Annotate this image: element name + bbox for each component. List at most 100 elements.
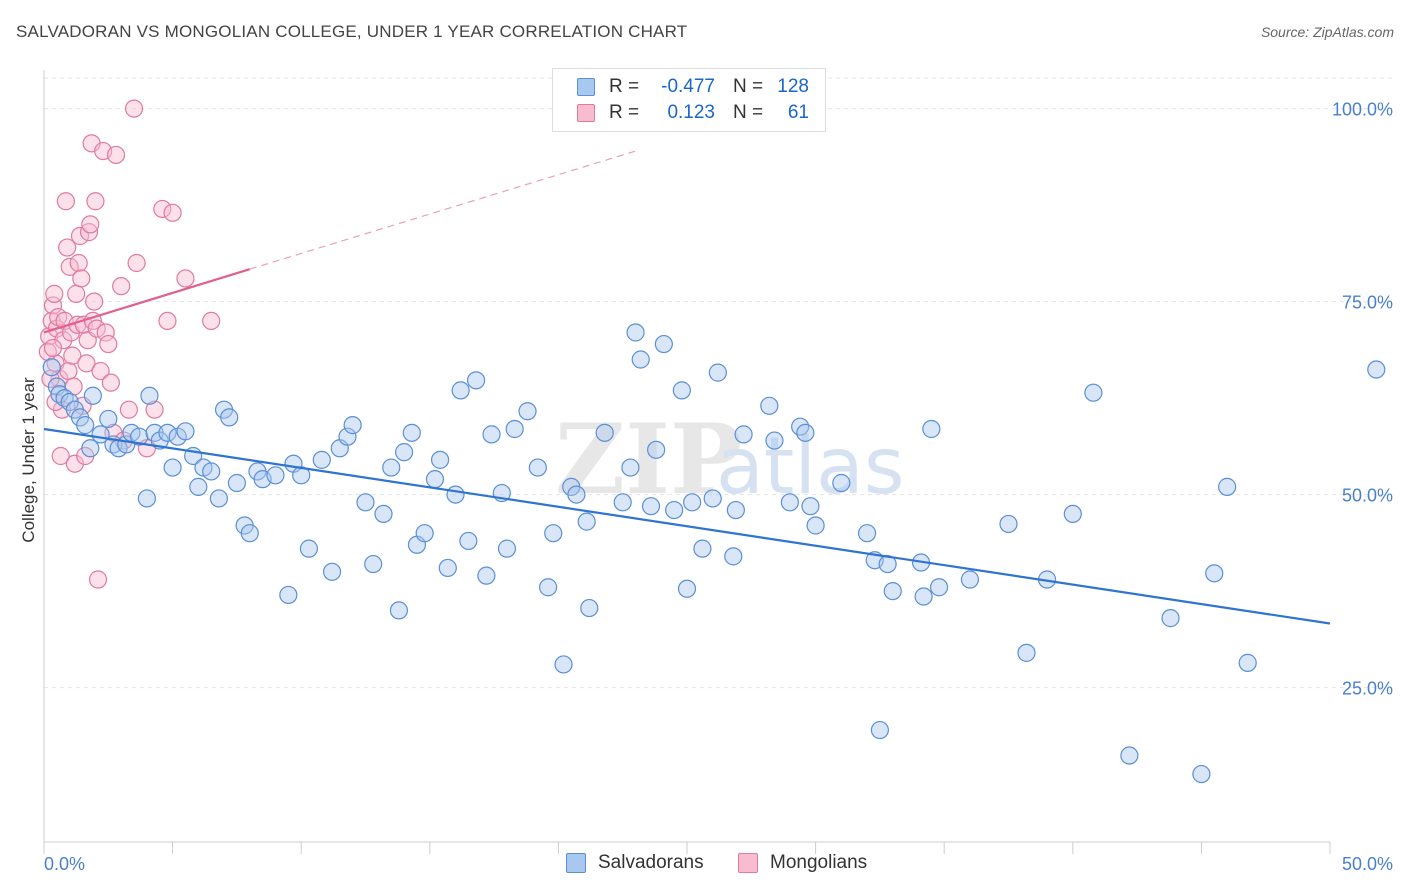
data-point-mongolians bbox=[96, 323, 115, 342]
data-point-salvadorans bbox=[554, 655, 573, 674]
data-point-salvadorans bbox=[929, 578, 949, 597]
source-credit: Source: ZipAtlas.com bbox=[1260, 24, 1394, 40]
data-point-salvadorans bbox=[158, 423, 177, 442]
data-point-salvadorans bbox=[1367, 360, 1386, 379]
data-point-mongolians bbox=[87, 319, 106, 338]
data-point-mongolians bbox=[72, 269, 91, 288]
grid-lines bbox=[44, 77, 1392, 689]
data-point-salvadorans bbox=[760, 396, 779, 415]
data-point-salvadorans bbox=[1238, 653, 1257, 672]
legend-r-label: R = bbox=[609, 102, 640, 123]
data-point-salvadorans bbox=[430, 450, 450, 469]
data-point-salvadorans bbox=[726, 500, 745, 520]
data-point-salvadorans bbox=[724, 547, 743, 566]
trend-line-mongolians bbox=[43, 268, 251, 334]
data-point-salvadorans bbox=[567, 485, 586, 504]
data-point-salvadorans bbox=[1218, 477, 1237, 496]
data-point-salvadorans bbox=[415, 524, 434, 543]
data-point-salvadorans bbox=[459, 531, 478, 551]
data-point-mongolians bbox=[58, 238, 77, 257]
data-point-salvadorans bbox=[482, 425, 501, 444]
data-point-mongolians bbox=[79, 223, 99, 242]
trend-line-mongolians-extension bbox=[249, 150, 636, 270]
data-point-salvadorans bbox=[299, 539, 319, 558]
data-point-salvadorans bbox=[343, 416, 362, 435]
data-point-salvadorans bbox=[641, 497, 661, 516]
data-point-mongolians bbox=[106, 145, 126, 165]
data-point-mongolians bbox=[51, 446, 70, 466]
data-point-salvadorans bbox=[780, 493, 799, 512]
data-point-salvadorans bbox=[312, 450, 331, 469]
y-tick-label: 100.0% bbox=[1332, 100, 1393, 120]
data-point-salvadorans bbox=[806, 516, 825, 535]
data-point-salvadorans bbox=[176, 422, 195, 441]
data-point-salvadorans bbox=[42, 358, 61, 377]
data-point-mongolians bbox=[45, 284, 64, 303]
series-legend: Salvadorans Mongolians bbox=[0, 852, 1406, 876]
trend-line-salvadorans bbox=[43, 427, 1331, 625]
data-point-salvadorans bbox=[338, 427, 357, 446]
correlation-legend: R = -0.477 N = 128 R = 0.123 N = 61 bbox=[552, 68, 826, 132]
data-point-salvadorans bbox=[240, 524, 259, 543]
y-tick-label: 50.0% bbox=[1342, 486, 1393, 506]
data-point-salvadorans bbox=[665, 500, 684, 520]
legend-label-mongolians: Mongolians bbox=[770, 852, 868, 873]
data-point-salvadorans bbox=[497, 539, 517, 558]
x-tick-label: 0.0% bbox=[44, 854, 85, 874]
data-point-mongolians bbox=[163, 203, 182, 222]
watermark-atlas: atlas bbox=[716, 422, 905, 512]
data-point-salvadorans bbox=[374, 504, 393, 524]
data-point-salvadorans bbox=[1084, 383, 1103, 402]
data-point-salvadorans bbox=[621, 458, 640, 477]
legend-label-salvadorans: Salvadorans bbox=[598, 852, 704, 873]
watermark: ZIP atlas bbox=[555, 403, 905, 516]
data-point-mongolians bbox=[88, 570, 108, 589]
legend-n-label: N = bbox=[733, 76, 764, 97]
data-point-salvadorans bbox=[539, 578, 558, 597]
data-point-salvadorans bbox=[505, 419, 524, 439]
data-point-mongolians bbox=[60, 257, 79, 276]
y-tick-label: 25.0% bbox=[1342, 679, 1393, 699]
data-point-salvadorans bbox=[577, 512, 596, 531]
data-point-salvadorans bbox=[389, 601, 409, 620]
data-point-mongolians bbox=[85, 292, 104, 311]
data-point-salvadorans bbox=[672, 381, 691, 400]
data-point-salvadorans bbox=[76, 416, 95, 435]
data-point-salvadorans bbox=[1063, 504, 1082, 524]
y-tick-label: 75.0% bbox=[1342, 293, 1393, 313]
data-point-salvadorans bbox=[708, 363, 727, 382]
data-point-salvadorans bbox=[99, 409, 118, 429]
legend-swatch-mongolians bbox=[738, 853, 758, 873]
trend-lines bbox=[43, 150, 1331, 625]
data-point-salvadorans bbox=[227, 473, 246, 493]
data-point-salvadorans bbox=[518, 402, 537, 421]
data-point-salvadorans bbox=[322, 562, 342, 581]
series-salvadorans bbox=[42, 323, 1386, 784]
data-point-mongolians bbox=[63, 346, 82, 365]
data-point-salvadorans bbox=[477, 566, 496, 585]
axes bbox=[43, 70, 1331, 854]
data-point-salvadorans bbox=[647, 440, 666, 459]
data-point-mongolians bbox=[124, 99, 144, 118]
data-point-salvadorans bbox=[683, 493, 702, 512]
legend-swatch-salvadorans bbox=[577, 78, 595, 96]
data-point-salvadorans bbox=[1161, 609, 1180, 628]
data-point-mongolians bbox=[145, 400, 164, 419]
data-point-mongolians bbox=[91, 361, 110, 381]
data-point-salvadorans bbox=[580, 598, 599, 618]
data-point-mongolians bbox=[127, 253, 146, 273]
data-point-salvadorans bbox=[1120, 746, 1139, 765]
data-point-salvadorans bbox=[613, 493, 632, 512]
data-point-salvadorans bbox=[693, 539, 712, 558]
legend-item-mongolians[interactable]: Mongolians bbox=[738, 852, 867, 874]
data-point-mongolians bbox=[99, 334, 118, 354]
data-point-mongolians bbox=[176, 269, 195, 288]
data-point-salvadorans bbox=[677, 579, 697, 598]
data-point-salvadorans bbox=[960, 570, 980, 589]
data-point-salvadorans bbox=[446, 485, 465, 504]
data-point-salvadorans bbox=[870, 720, 890, 740]
data-point-salvadorans bbox=[438, 558, 457, 578]
legend-item-salvadorans[interactable]: Salvadorans bbox=[566, 852, 704, 874]
legend-r-value: -0.477 bbox=[661, 76, 715, 97]
